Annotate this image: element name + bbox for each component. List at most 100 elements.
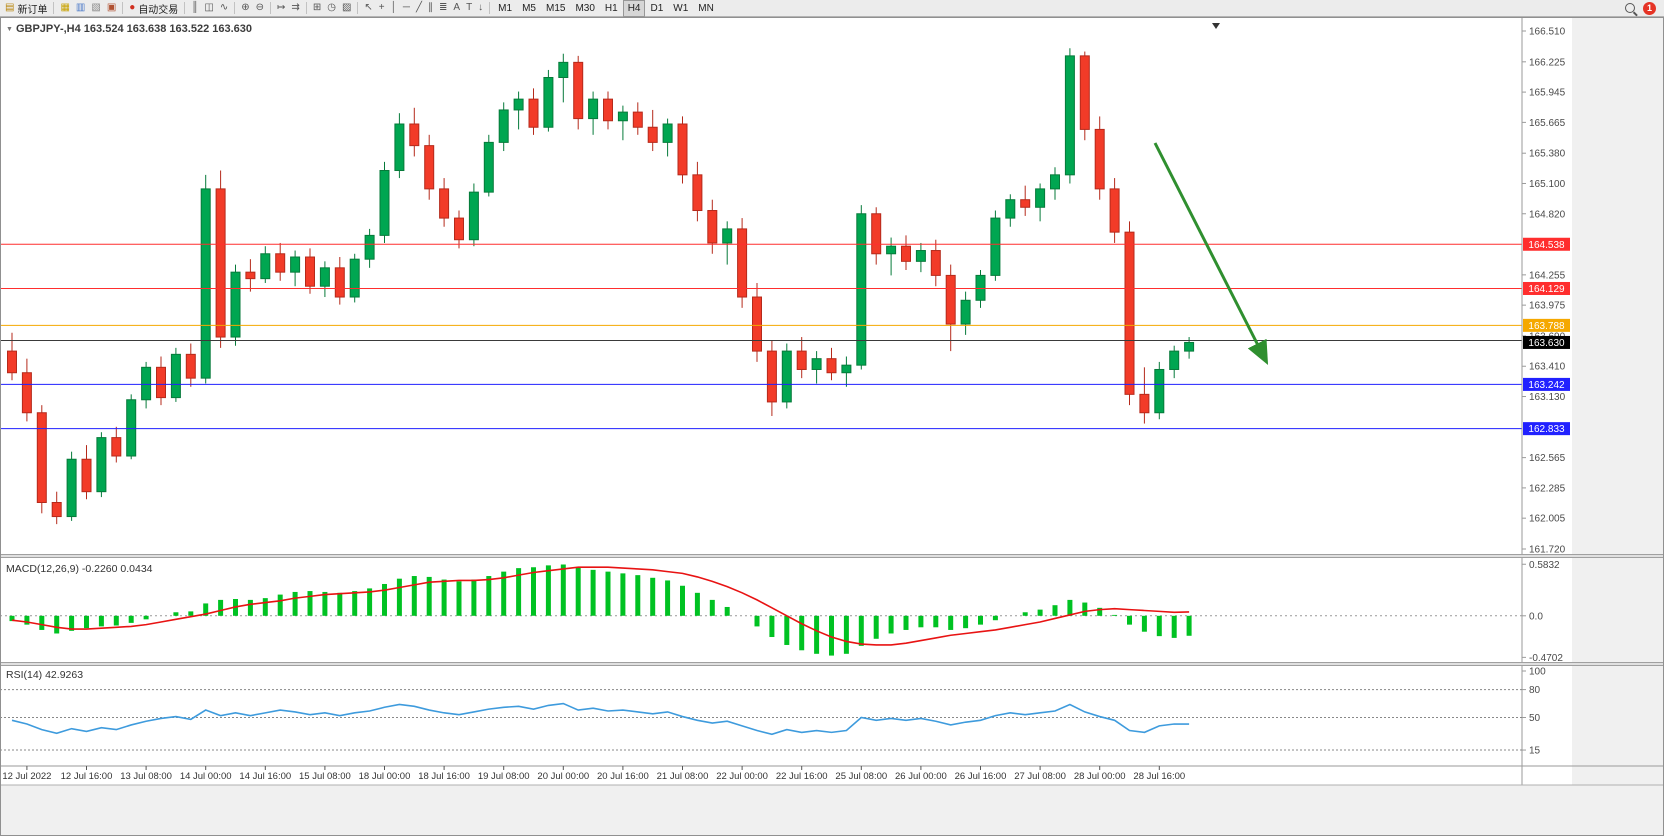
horizontal-line-button[interactable]: ─ — [400, 1, 413, 16]
bar-chart-button[interactable]: ║ — [188, 1, 201, 16]
data-window-button[interactable]: ▥ — [73, 1, 88, 16]
tf-m15-label: M15 — [545, 2, 566, 14]
svg-text:162.285: 162.285 — [1529, 483, 1566, 494]
templates-button[interactable]: ▨ — [339, 1, 354, 16]
svg-text:80: 80 — [1529, 685, 1541, 696]
crosshair-icon: + — [378, 2, 385, 13]
chart-shift-button[interactable]: ⇉ — [288, 1, 302, 16]
periods-button[interactable]: ◷ — [324, 1, 339, 16]
main-chart-panel[interactable] — [0, 48, 1522, 525]
trendline-button[interactable]: ╱ — [413, 1, 425, 16]
line-chart-icon: ∿ — [219, 2, 229, 13]
toolbar-separator — [489, 2, 491, 14]
svg-text:164.129: 164.129 — [1528, 284, 1565, 295]
svg-text:163.242: 163.242 — [1528, 380, 1565, 391]
search-icon[interactable] — [1625, 3, 1635, 13]
tf-h1-button[interactable]: H1 — [600, 0, 623, 17]
svg-text:162.565: 162.565 — [1529, 453, 1566, 464]
zoom-out-button[interactable]: ⊖ — [253, 1, 267, 16]
svg-text:15 Jul 08:00: 15 Jul 08:00 — [299, 771, 351, 782]
label-icon: T — [466, 2, 473, 13]
candlestick-chart-button[interactable]: ◫ — [201, 1, 216, 16]
horizontal-line-icon: ─ — [402, 2, 410, 13]
arrows-icon: ↓ — [478, 2, 484, 13]
tf-m30-button[interactable]: M30 — [570, 0, 599, 17]
svg-text:22 Jul 00:00: 22 Jul 00:00 — [716, 771, 768, 782]
templates-icon: ▨ — [341, 2, 352, 13]
symbol-dropdown-icon[interactable]: ▼ — [6, 26, 13, 33]
svg-text:28 Jul 16:00: 28 Jul 16:00 — [1133, 771, 1185, 782]
tf-m1-button[interactable]: M1 — [493, 0, 517, 17]
toolbar-separator — [270, 2, 272, 14]
channel-button[interactable]: ∥ — [425, 1, 436, 16]
tf-d1-label: D1 — [650, 2, 664, 14]
arrows-button[interactable]: ↓ — [475, 1, 486, 16]
zoom-out-icon: ⊖ — [255, 2, 265, 13]
notification-badge[interactable]: 1 — [1643, 1, 1656, 15]
svg-text:18 Jul 16:00: 18 Jul 16:00 — [418, 771, 470, 782]
tf-h1-label: H1 — [604, 2, 618, 14]
autotrade-button[interactable]: ● 自动交易 — [126, 1, 181, 16]
svg-text:14 Jul 16:00: 14 Jul 16:00 — [239, 771, 291, 782]
label-button[interactable]: T — [463, 1, 475, 16]
svg-text:165.380: 165.380 — [1529, 149, 1566, 160]
tf-m15-button[interactable]: M15 — [541, 0, 570, 17]
time-axis[interactable]: 12 Jul 2022 12 Jul 16:00 13 Jul 08:00 14 Ju… — [0, 765, 1664, 786]
bar-chart-icon: ║ — [191, 2, 199, 13]
toolbar-separator — [122, 2, 124, 14]
symbol-ohlc-text: GBPJPY-,H4 163.524 163.638 163.522 163.6… — [15, 23, 253, 35]
chart-symbol-title: ▼ GBPJPY-,H4 163.524 163.638 163.522 163.… — [6, 23, 252, 35]
tf-d1-button[interactable]: D1 — [645, 0, 668, 17]
candlestick-chart-icon: ◫ — [204, 2, 214, 13]
svg-text:28 Jul 00:00: 28 Jul 00:00 — [1074, 771, 1126, 782]
fibonacci-button[interactable]: ≣ — [436, 1, 450, 16]
zoom-in-icon: ⊕ — [241, 2, 250, 13]
svg-text:100: 100 — [1529, 667, 1546, 678]
toolbar-separator — [357, 2, 359, 14]
svg-text:13 Jul 08:00: 13 Jul 08:00 — [120, 771, 172, 782]
tf-mn-button[interactable]: MN — [693, 0, 719, 17]
market-watch-button[interactable]: ▦ — [57, 1, 72, 16]
svg-text:0.5832: 0.5832 — [1529, 560, 1560, 571]
auto-scroll-button[interactable]: ↦ — [274, 1, 288, 16]
tf-w1-label: W1 — [673, 2, 689, 14]
autotrade-icon: ● — [129, 2, 136, 13]
svg-text:165.100: 165.100 — [1529, 179, 1566, 190]
terminal-button[interactable]: ▣ — [104, 1, 119, 16]
new-order-label: 新订单 — [17, 4, 48, 16]
toolbar-groups: ▤ 新订单 ▦ ▥ ▧ ▣ ● 自动交易 ║ ◫ ∿ ⊕ ⊖ ↦ ⇉ ⊞ ◷ ▨ ↖ + │ ─ ╱ ∥ ≣ A T ↓ M1 M5 M15… — [2, 0, 719, 17]
macd-indicator-label: MACD(12,26,9) -0.2260 0.0434 — [6, 563, 153, 575]
svg-text:164.538: 164.538 — [1528, 240, 1565, 251]
tf-m5-label: M5 — [522, 2, 536, 14]
navigator-button[interactable]: ▧ — [88, 1, 103, 16]
cursor-button[interactable]: ↖ — [361, 1, 375, 16]
macd-panel[interactable]: 0.5832 0.0 -0.4702 — [0, 560, 1563, 664]
svg-text:12 Jul 16:00: 12 Jul 16:00 — [61, 771, 113, 782]
crosshair-button[interactable]: + — [376, 1, 388, 16]
svg-text:163.788: 163.788 — [1528, 321, 1565, 332]
chart-canvas[interactable]: 166.510 166.225 165.945 165.665 165.380 165.1… — [0, 17, 1664, 836]
svg-text:166.225: 166.225 — [1529, 57, 1566, 68]
indicators-button[interactable]: ⊞ — [310, 1, 324, 16]
price-axis[interactable]: 166.510 166.225 165.945 165.665 165.380 165.1… — [1521, 18, 1570, 785]
svg-text:20 Jul 00:00: 20 Jul 00:00 — [537, 771, 589, 782]
fibonacci-icon: ≣ — [439, 2, 448, 13]
vertical-line-icon: │ — [390, 2, 397, 13]
svg-text:18 Jul 00:00: 18 Jul 00:00 — [359, 771, 411, 782]
text-button[interactable]: A — [450, 1, 463, 16]
svg-text:0.0: 0.0 — [1529, 611, 1543, 622]
svg-text:162.005: 162.005 — [1529, 514, 1566, 525]
tf-h4-button[interactable]: H4 — [622, 0, 646, 17]
trendline-icon: ╱ — [415, 2, 422, 13]
rsi-panel[interactable]: 100 80 50 15 — [0, 667, 1546, 757]
toolbar-right-group: 1 — [1625, 1, 1662, 15]
new-order-button[interactable]: ▤ 新订单 — [2, 1, 50, 16]
autotrade-label: 自动交易 — [138, 4, 179, 16]
vertical-line-button[interactable]: │ — [388, 1, 400, 16]
tf-w1-button[interactable]: W1 — [668, 0, 693, 17]
zoom-in-button[interactable]: ⊕ — [238, 1, 252, 16]
svg-text:162.833: 162.833 — [1528, 424, 1565, 435]
svg-text:164.255: 164.255 — [1529, 270, 1566, 281]
tf-m5-button[interactable]: M5 — [517, 0, 541, 17]
line-chart-button[interactable]: ∿ — [217, 1, 231, 16]
